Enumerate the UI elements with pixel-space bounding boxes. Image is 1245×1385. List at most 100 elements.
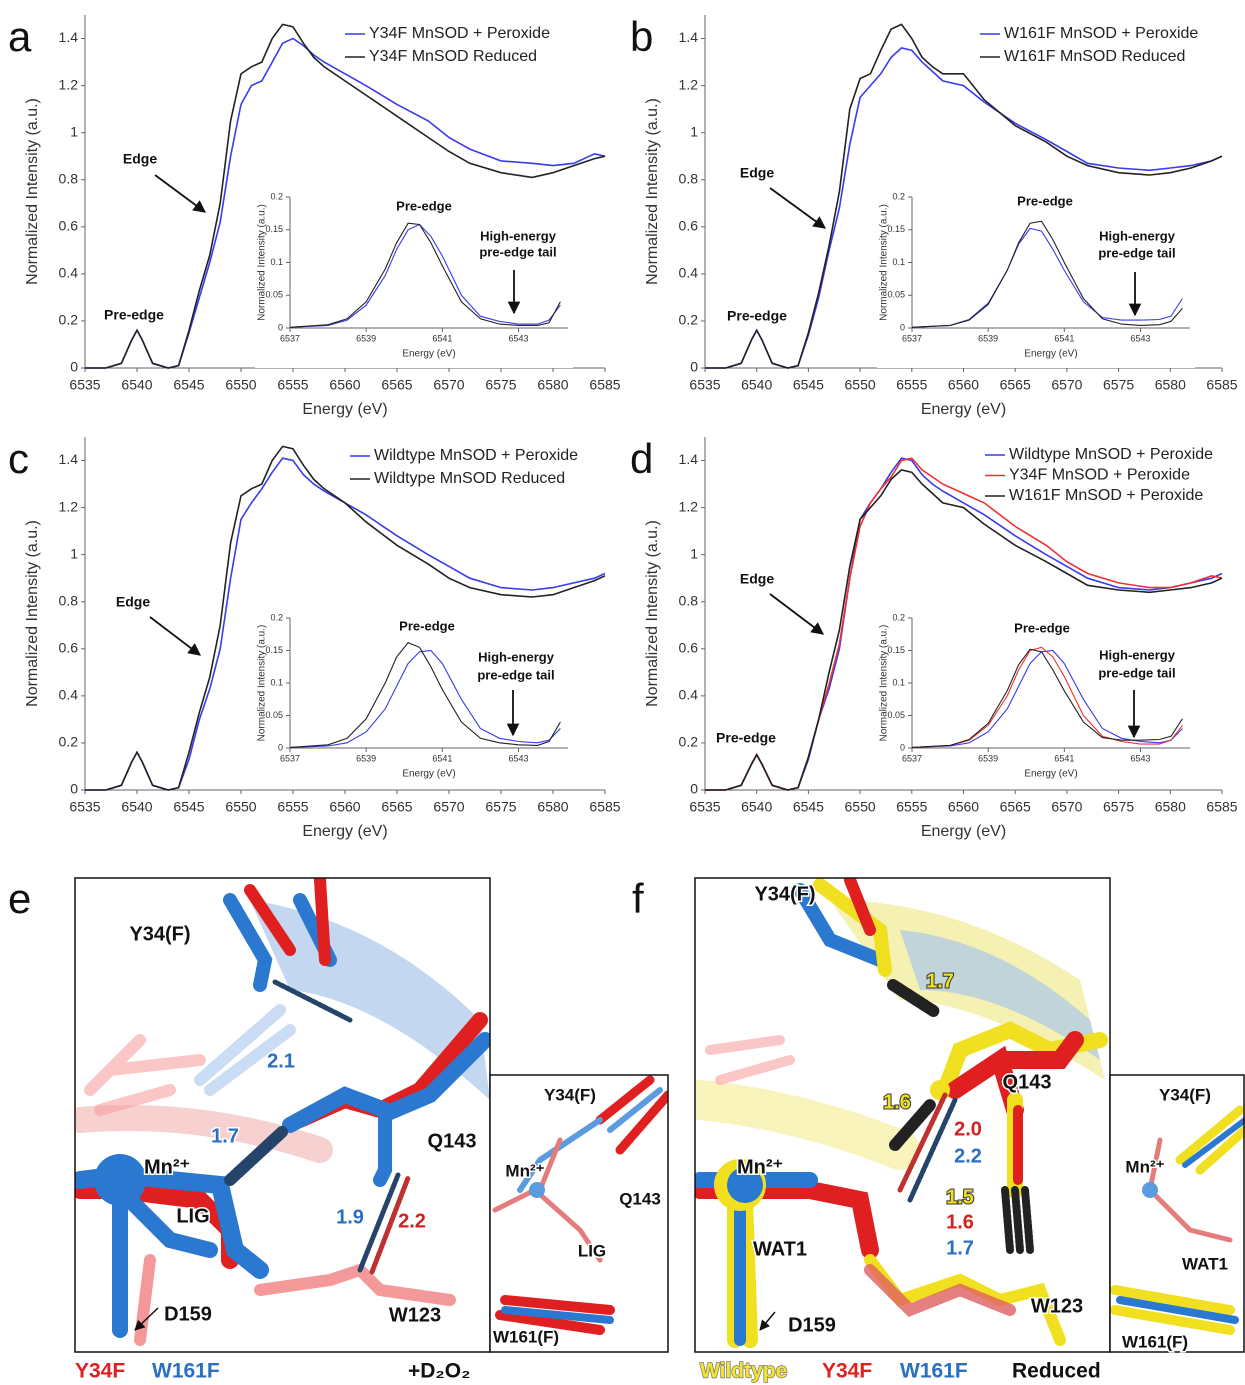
figure: 0 0.2 0.4 0.6 0.8 1 1.2 1.4 6535 6540 6545 6550 6555… [0, 0, 1245, 1385]
x-tick-label: 6540 [741, 377, 772, 393]
x-tick-label: 6539 [978, 753, 998, 763]
x-tick-label: 6580 [537, 799, 568, 815]
x-tick-label: 6570 [433, 377, 464, 393]
y-tick-label: 0.2 [892, 612, 905, 622]
y-tick-label: 1.2 [59, 498, 79, 514]
x-tick-label: 6541 [432, 333, 452, 343]
y-tick-label: 0.15 [265, 645, 283, 655]
x-tick-label: 6555 [277, 799, 308, 815]
y-tick-label: 0.2 [270, 612, 283, 622]
panel-label: a [8, 13, 32, 60]
annotation: Edge [116, 594, 150, 610]
y-axis-label: Normalized Intensity (a.u.) [644, 520, 661, 707]
y-tick-label: 0.1 [270, 257, 283, 267]
structure-art [695, 878, 1110, 1352]
y-axis-label: Normalized Intensity (a.u.) [879, 204, 890, 321]
x-tick-label: 6555 [896, 799, 927, 815]
y-tick-label: 1.4 [679, 29, 699, 45]
panel-label: f [632, 875, 644, 922]
x-axis-label: Energy (eV) [402, 349, 455, 360]
annotation: pre-edge tail [1098, 245, 1175, 260]
structure-label: D159 [788, 1314, 836, 1336]
x-axis-label: Energy (eV) [402, 769, 455, 780]
x-tick-label: 6545 [793, 799, 824, 815]
structure-label: 1.5 [946, 1186, 974, 1208]
x-tick-label: 6543 [508, 753, 528, 763]
y-tick-label: 0.1 [270, 677, 283, 687]
x-tick-label: 6585 [589, 799, 620, 815]
y-tick-label: 0.6 [59, 640, 79, 656]
structure-inset-label: Mn²⁺ [505, 1161, 544, 1180]
y-tick-label: 0 [900, 742, 905, 752]
structure-label: Mn²⁺ [737, 1156, 783, 1178]
y-tick-label: 1.4 [59, 451, 79, 467]
x-axis-label: Energy (eV) [921, 401, 1006, 418]
structure-inset-label: WAT1 [1182, 1254, 1228, 1273]
legend-label: Y34F MnSOD + Peroxide [1009, 467, 1190, 484]
structure-art [75, 878, 490, 1352]
chart: 00.050.10.150.26537653965416543Energy (e… [255, 191, 573, 368]
x-tick-label: 6580 [1155, 377, 1186, 393]
y-tick-label: 0.15 [265, 224, 283, 234]
y-tick-label: 0.2 [679, 734, 699, 750]
structure-legend: Y34F [822, 1360, 872, 1383]
x-tick-label: 6560 [948, 799, 979, 815]
x-tick-label: 6560 [948, 377, 979, 393]
x-tick-label: 6550 [845, 377, 876, 393]
y-tick-label: 0.4 [59, 265, 79, 281]
y-tick-label: 0.8 [679, 592, 699, 608]
x-tick-label: 6575 [1103, 799, 1134, 815]
x-tick-label: 6585 [1206, 377, 1237, 393]
y-tick-label: 0.2 [59, 312, 79, 328]
x-tick-label: 6570 [433, 799, 464, 815]
structure-inset-label: Y34(F) [544, 1085, 596, 1104]
structure-inset-label: Y34(F) [1159, 1085, 1211, 1104]
x-tick-label: 6540 [121, 377, 152, 393]
y-tick-label: 0.05 [265, 290, 283, 300]
structure-label: Y34(F) [129, 923, 190, 945]
x-tick-label: 6570 [1051, 799, 1082, 815]
y-tick-label: 0.6 [679, 640, 699, 656]
y-tick-label: 0.4 [679, 687, 699, 703]
structure-legend: Y34F [75, 1360, 125, 1383]
x-tick-label: 6585 [589, 377, 620, 393]
annotation: High-energy [1099, 228, 1176, 243]
structure-inset-label: Q143 [619, 1189, 661, 1208]
annotation: Pre-edge [104, 307, 164, 323]
y-tick-label: 0 [690, 359, 698, 375]
structure-legend: +D₂O₂ [408, 1360, 470, 1383]
panel-label: e [8, 875, 31, 922]
annotation: pre-edge tail [1098, 665, 1175, 680]
x-tick-label: 6535 [69, 799, 100, 815]
x-tick-label: 6550 [225, 377, 256, 393]
annotation: pre-edge tail [477, 667, 554, 682]
annotation: High-energy [478, 649, 555, 664]
structure-label: Mn²⁺ [144, 1156, 190, 1178]
y-axis-label: Normalized Intensity (a.u.) [24, 98, 41, 285]
structure-label: 2.2 [954, 1145, 982, 1167]
x-tick-label: 6560 [329, 799, 360, 815]
y-tick-label: 1 [690, 123, 698, 139]
structure-label: 2.2 [398, 1210, 426, 1232]
x-tick-label: 6537 [280, 333, 300, 343]
y-axis-label: Normalized Intensity (a.u.) [257, 625, 268, 742]
x-tick-label: 6575 [485, 799, 516, 815]
y-tick-label: 0.05 [887, 290, 905, 300]
x-tick-label: 6550 [845, 799, 876, 815]
x-tick-label: 6537 [902, 333, 922, 343]
panel-label: b [630, 13, 653, 60]
panel-label: d [630, 435, 653, 482]
y-tick-label: 0.2 [892, 191, 905, 201]
structure-label: 1.7 [211, 1125, 239, 1147]
structure-legend: W161F [152, 1360, 220, 1383]
y-tick-label: 0 [278, 742, 283, 752]
legend-label: Wildtype MnSOD + Peroxide [374, 447, 578, 464]
y-tick-label: 1 [690, 545, 698, 561]
annotation: Edge [740, 165, 774, 181]
x-tick-label: 6540 [741, 799, 772, 815]
structure-label: WAT1 [753, 1238, 807, 1260]
annotation: Edge [123, 151, 157, 167]
structure-label: 1.7 [926, 970, 954, 992]
annotation: Pre-edge [716, 730, 776, 746]
